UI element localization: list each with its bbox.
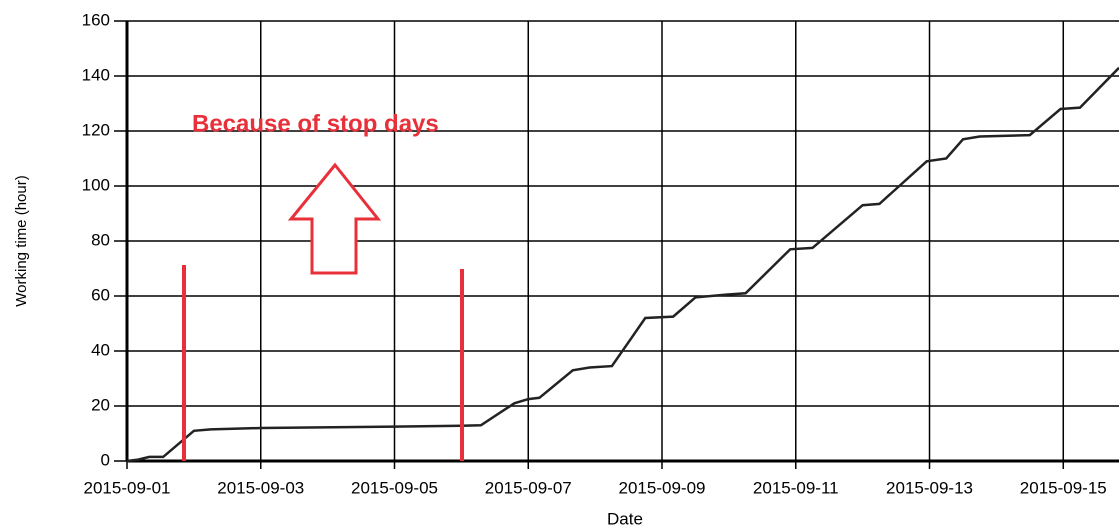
plot-area: 0 20 40 60 80 100 120 140 160 2015-09-01 2015-09-0… (82, 10, 1119, 497)
x-tick-label: 2015-09-13 (886, 478, 973, 497)
x-tick-label: 2015-09-11 (753, 478, 839, 497)
x-tick-label: 2015-09-07 (485, 478, 572, 497)
x-axis-label: Date (607, 509, 643, 528)
y-tick-label: 0 (101, 450, 110, 469)
x-tick-label: 2015-09-15 (1020, 478, 1107, 497)
y-tick-label: 120 (82, 120, 110, 139)
y-tick-label: 80 (91, 230, 110, 249)
arrow (287, 162, 382, 275)
x-tick-label: 2015-09-03 (217, 478, 304, 497)
data-line (126, 66, 1119, 463)
y-tick-label: 60 (91, 285, 110, 304)
x-tick-label: 2015-09-09 (619, 478, 706, 497)
y-tick-label: 140 (82, 65, 110, 84)
y-tick-label: 160 (82, 10, 110, 29)
annotation: Because of stop days (192, 110, 439, 137)
y-tick-label: 40 (91, 340, 110, 359)
x-tick-label: 2015-09-01 (84, 478, 171, 497)
y-tick-label: 100 (82, 175, 110, 194)
y-tick-label: 20 (91, 395, 110, 414)
x-tick-label: 2015-09-05 (351, 478, 438, 497)
y-axis-label: Working time (hour) (13, 175, 30, 306)
